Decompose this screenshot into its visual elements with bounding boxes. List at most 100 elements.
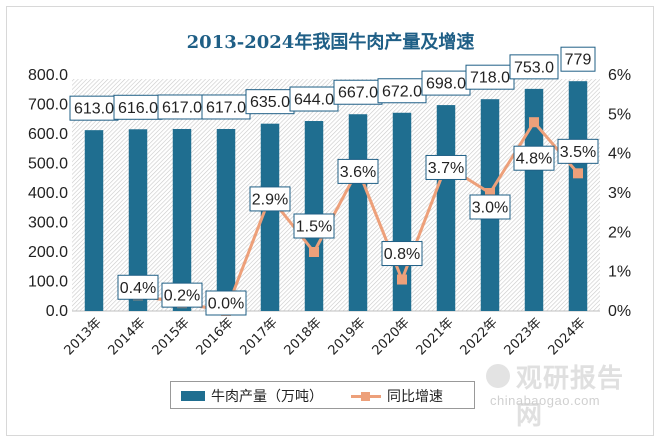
y-right-tick-label: 4% <box>608 146 631 163</box>
bar-value-label-box <box>245 89 295 115</box>
bar-value-label: 672.0 <box>382 83 422 100</box>
bar <box>216 128 236 311</box>
bar <box>260 123 280 311</box>
growth-value-label-box <box>117 274 159 300</box>
bar-value-label-box <box>289 86 339 112</box>
y-left-tick-label: 200.0 <box>28 244 68 261</box>
bar-value-label-box <box>333 79 383 105</box>
y-left-tick-label: 0.0 <box>46 303 68 320</box>
x-tick-label: 2021年 <box>414 315 457 358</box>
bar-value-label-box <box>560 46 596 72</box>
bar-value-label: 718.0 <box>470 70 510 87</box>
bar-value-label-box <box>377 78 427 104</box>
bar-value-label-box <box>509 54 559 80</box>
growth-value-label: 2.9% <box>252 191 288 208</box>
growth-value-label-box <box>425 154 467 180</box>
growth-value-label: 3.7% <box>428 160 464 177</box>
x-tick-label: 2022年 <box>458 315 501 358</box>
bar <box>128 129 148 311</box>
y-left-tick-label: 800.0 <box>28 67 68 84</box>
growth-value-label-box <box>469 194 511 220</box>
bar-value-label: 616.0 <box>118 100 158 117</box>
bar-value-label: 667.0 <box>338 85 378 102</box>
x-tick-label: 2013年 <box>62 315 105 358</box>
bar-value-label-box <box>421 70 471 96</box>
growth-value-label: 1.5% <box>296 219 332 236</box>
watermark-brand: 观研报告网 <box>516 364 625 431</box>
growth-point <box>573 168 583 179</box>
y-right-tick-label: 2% <box>608 224 631 241</box>
bar-value-label-box <box>113 94 163 120</box>
bar-value-label: 779 <box>565 52 592 69</box>
growth-value-label: 3.5% <box>560 144 596 161</box>
bar <box>348 114 368 311</box>
growth-point <box>485 188 495 198</box>
growth-value-label: 0.4% <box>120 280 156 297</box>
bar <box>568 81 588 311</box>
growth-value-label: 0.8% <box>384 246 420 263</box>
bar-value-label-box <box>69 95 119 121</box>
y-left-tick-label: 500.0 <box>28 156 68 173</box>
y-right-tick-label: 5% <box>608 106 631 123</box>
growth-value-label-box <box>381 241 423 267</box>
growth-value-label: 0.0% <box>208 296 244 313</box>
growth-value-label-box <box>249 186 291 212</box>
growth-value-label-box <box>161 282 203 308</box>
legend: 牛肉产量（万吨） 同比增速 <box>170 381 475 409</box>
bar <box>524 88 544 312</box>
chart-title: 2013-2024年我国牛肉产量及增速 <box>186 32 475 53</box>
x-tick-label: 2015年 <box>150 315 193 358</box>
bar-value-label-box <box>157 94 207 120</box>
y-left-tick-label: 100.0 <box>28 274 68 291</box>
legend-line-label: 同比增速 <box>387 389 443 405</box>
y-left-tick-label: 600.0 <box>28 126 68 143</box>
y-left-tick-label: 700.0 <box>28 97 68 114</box>
legend-line-swatch <box>351 391 381 401</box>
growth-value-label: 3.6% <box>340 164 376 181</box>
bar-value-label: 613.0 <box>74 101 114 118</box>
x-tick-label: 2018年 <box>282 315 325 358</box>
bar-value-label-box <box>201 94 251 120</box>
x-tick-label: 2016年 <box>194 315 237 358</box>
growth-point <box>397 274 407 285</box>
x-tick-label: 2024年 <box>546 315 589 358</box>
growth-value-label: 4.8% <box>516 151 552 168</box>
growth-value-label-box <box>337 158 379 184</box>
growth-point <box>529 117 539 128</box>
legend-bar-swatch <box>181 391 205 401</box>
growth-value-label: 3.0% <box>472 200 508 217</box>
y-left-tick-label: 400.0 <box>28 185 68 202</box>
growth-point <box>309 247 319 257</box>
bar-value-label: 698.0 <box>426 76 466 93</box>
growth-value-label-box <box>513 145 555 171</box>
bar-value-label: 617.0 <box>162 99 202 116</box>
x-tick-label: 2020年 <box>370 315 413 358</box>
bar-value-label-box <box>465 64 515 90</box>
x-tick-label: 2014年 <box>106 315 149 358</box>
bar <box>84 130 104 311</box>
legend-item-bar: 牛肉产量（万吨） <box>181 386 323 406</box>
watermark: 观研报告网 chinabaogao.com <box>486 358 646 431</box>
bar-value-label: 644.0 <box>294 92 334 109</box>
x-tick-label: 2019年 <box>326 315 369 358</box>
growth-value-label-box <box>557 138 599 164</box>
x-tick-label: 2017年 <box>238 315 281 358</box>
growth-value-label-box <box>293 213 335 239</box>
legend-item-line: 同比增速 <box>351 386 443 406</box>
y-right-tick-label: 0% <box>608 303 631 320</box>
bar <box>172 128 192 311</box>
growth-value-label: 0.2% <box>164 288 200 305</box>
y-right-tick-label: 6% <box>608 67 631 84</box>
y-right-tick-label: 1% <box>608 264 631 281</box>
watermark-logo-icon <box>486 364 510 388</box>
bar-value-label: 635.0 <box>250 94 290 111</box>
bar <box>436 105 456 311</box>
bar-value-label: 617.0 <box>206 99 246 116</box>
watermark-url: chinabaogao.com <box>490 393 601 408</box>
bar-value-label: 753.0 <box>514 59 554 76</box>
growth-value-label-box <box>205 290 247 316</box>
x-tick-label: 2023年 <box>502 315 545 358</box>
legend-bar-label: 牛肉产量（万吨） <box>211 389 323 405</box>
y-right-tick-label: 3% <box>608 185 631 202</box>
